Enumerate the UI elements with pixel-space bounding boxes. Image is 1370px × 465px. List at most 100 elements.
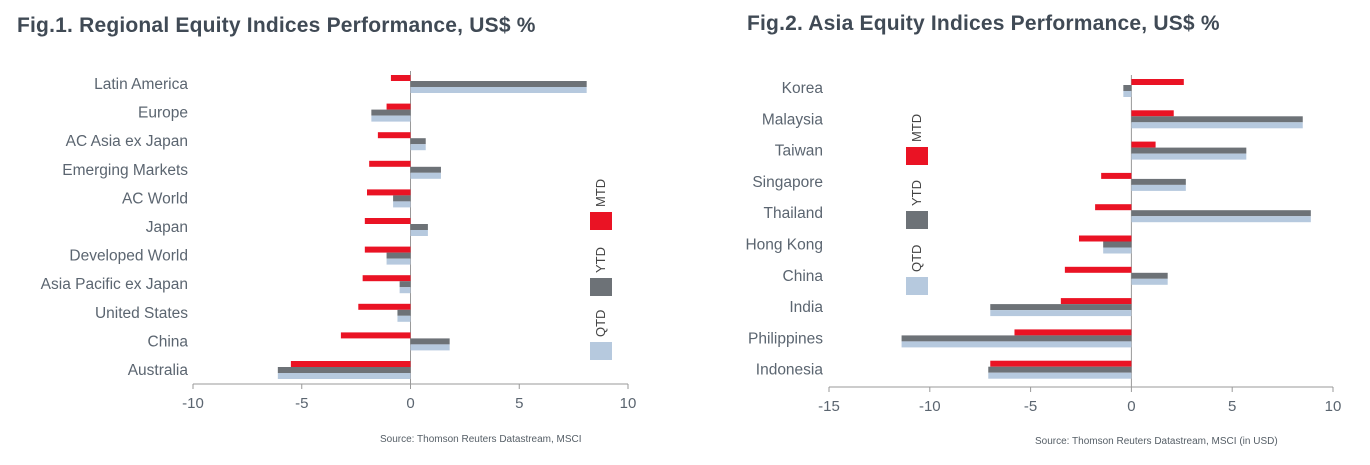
fig2-category-label: Thailand xyxy=(764,205,823,222)
fig2-bar-mtd-indonesia xyxy=(990,360,1132,367)
fig2-category-label: Indonesia xyxy=(756,362,824,379)
fig2-bar-qtd-korea xyxy=(1123,91,1132,97)
fig2-bar-ytd-malaysia xyxy=(1131,116,1303,123)
fig2-category-label: China xyxy=(783,268,824,285)
fig2-legend-swatch-mtd xyxy=(906,147,928,165)
fig2-bar-mtd-thailand xyxy=(1095,204,1132,211)
fig2-bar-qtd-hong-kong xyxy=(1103,247,1132,254)
fig1-bar-qtd-united-states xyxy=(397,315,411,322)
fig2-x-tick-label: 5 xyxy=(1228,398,1236,415)
fig1-bar-qtd-ac-asia-ex-japan xyxy=(410,144,426,151)
fig2-bar-qtd-india xyxy=(990,310,1132,317)
fig1-category-label: Australia xyxy=(128,362,189,379)
fig2-bar-qtd-malaysia xyxy=(1131,122,1303,129)
fig1-category-label: Asia Pacific ex Japan xyxy=(41,276,188,293)
fig1-bar-qtd-japan xyxy=(410,230,428,236)
fig1-bar-qtd-europe xyxy=(371,115,411,122)
fig2-bar-ytd-korea xyxy=(1123,85,1132,91)
fig2-legend-swatch-qtd xyxy=(906,277,928,295)
fig2-category-label: Philippines xyxy=(748,330,823,347)
fig2-bar-ytd-hong-kong xyxy=(1103,241,1132,248)
fig2-bar-mtd-india xyxy=(1060,298,1132,305)
fig1-chart: -10 -5 0 5 10 Latin America Europe AC Asia ex J… xyxy=(41,71,637,412)
fig1-panel: Fig.1. Regional Equity Indices Performan… xyxy=(17,14,637,445)
fig1-category-label: Japan xyxy=(146,219,188,236)
fig1-category-label: China xyxy=(148,333,189,350)
fig2-bar-qtd-thailand xyxy=(1131,216,1311,223)
fig2-bar-mtd-philippines xyxy=(1014,329,1132,336)
fig1-category-label: Europe xyxy=(138,105,188,122)
fig2-legend-swatch-ytd xyxy=(906,211,928,229)
fig1-bar-mtd-asia-pacific-ex-japan xyxy=(362,275,411,282)
fig1-category-label: United States xyxy=(95,305,188,322)
fig1-bar-mtd-emerging-markets xyxy=(369,160,411,167)
fig1-category-label: Emerging Markets xyxy=(62,162,188,179)
fig1-bar-qtd-china xyxy=(410,344,450,351)
fig1-bar-ytd-united-states xyxy=(397,309,411,316)
fig2-title: Fig.2. Asia Equity Indices Performance, … xyxy=(747,12,1220,35)
fig2-legend-label-mtd: MTD xyxy=(909,114,924,142)
fig1-bar-qtd-developed-world xyxy=(386,258,411,265)
fig2-bar-qtd-philippines xyxy=(901,341,1132,348)
fig1-legend-swatch-qtd xyxy=(590,342,612,360)
fig2-bar-mtd-hong-kong xyxy=(1078,235,1132,242)
fig1-bar-mtd-japan xyxy=(364,218,411,224)
fig1-bar-ytd-japan xyxy=(410,224,428,230)
fig2-x-tick-label: 10 xyxy=(1325,398,1342,415)
fig1-title: Fig.1. Regional Equity Indices Performan… xyxy=(17,14,536,37)
fig1-bar-ytd-asia-pacific-ex-japan xyxy=(399,281,411,288)
fig2-category-label: India xyxy=(789,299,823,316)
fig1-x-tick-label: -5 xyxy=(295,395,308,412)
fig2-bar-ytd-philippines xyxy=(901,335,1132,342)
fig1-bar-ytd-australia xyxy=(277,367,411,373)
fig1-legend-label-mtd: MTD xyxy=(593,179,608,207)
fig2-bar-mtd-korea xyxy=(1131,79,1184,85)
fig2-bar-qtd-taiwan xyxy=(1131,153,1247,160)
fig1-category-label: AC World xyxy=(122,190,188,207)
fig2-bar-ytd-thailand xyxy=(1131,210,1311,217)
fig1-legend-swatch-mtd xyxy=(590,212,612,230)
fig1-bar-qtd-ac-world xyxy=(393,201,411,208)
fig1-x-tick-label: 10 xyxy=(620,395,637,412)
fig2-category-label: Hong Kong xyxy=(745,237,823,254)
fig1-bar-mtd-ac-asia-ex-japan xyxy=(377,132,411,139)
fig2-bar-mtd-singapore xyxy=(1101,172,1132,179)
fig1-bar-ytd-europe xyxy=(371,109,411,116)
fig1-bar-ytd-ac-asia-ex-japan xyxy=(410,138,426,145)
fig2-x-tick-label: -5 xyxy=(1024,398,1037,415)
fig2-category-label: Malaysia xyxy=(762,111,824,128)
fig1-bar-mtd-ac-world xyxy=(367,189,411,196)
fig2-legend-label-ytd: YTD xyxy=(909,180,924,206)
fig1-category-label: AC Asia ex Japan xyxy=(66,133,188,150)
fig1-x-tick-label: 0 xyxy=(406,395,414,412)
fig2-legend-label-qtd: QTD xyxy=(909,245,924,272)
fig1-bar-ytd-developed-world xyxy=(386,252,411,259)
fig1-bar-mtd-developed-world xyxy=(364,246,411,253)
fig1-bar-qtd-latin-america xyxy=(410,87,587,93)
fig1-legend-label-ytd: YTD xyxy=(593,247,608,273)
fig2-source: Source: Thomson Reuters Datastream, MSCI… xyxy=(1035,436,1278,447)
fig2-x-tick-label: 0 xyxy=(1127,398,1135,415)
fig2-panel: Fig.2. Asia Equity Indices Performance, … xyxy=(685,0,1370,465)
fig2-x-tick-label: -15 xyxy=(818,398,840,415)
fig2-chart: -15 -10 -5 0 5 10 Korea Malaysia Taiwan Singapore… xyxy=(745,75,1342,415)
fig2-bar-qtd-singapore xyxy=(1131,184,1186,191)
fig1-bar-qtd-australia xyxy=(277,373,411,379)
fig2-bar-ytd-taiwan xyxy=(1131,147,1247,154)
fig2-bar-ytd-singapore xyxy=(1131,178,1186,185)
fig2-bar-mtd-china xyxy=(1064,266,1132,273)
fig1-bar-mtd-europe xyxy=(386,103,411,110)
fig1-bar-ytd-china xyxy=(410,338,450,345)
fig2-bar-ytd-indonesia xyxy=(988,366,1132,373)
fig1-bar-ytd-ac-world xyxy=(393,195,411,202)
fig1-x-tick-label: -10 xyxy=(182,395,204,412)
fig2-bar-ytd-india xyxy=(990,304,1132,311)
fig2-category-label: Singapore xyxy=(752,174,823,191)
fig1-category-label: Latin America xyxy=(94,76,188,93)
fig2-x-tick-label: -10 xyxy=(919,398,941,415)
fig1-bar-qtd-asia-pacific-ex-japan xyxy=(399,287,411,294)
fig1-source: Source: Thomson Reuters Datastream, MSCI xyxy=(380,434,582,445)
fig1-bar-mtd-latin-america xyxy=(390,75,411,81)
fig2-bar-qtd-china xyxy=(1131,278,1168,285)
fig1-bar-qtd-emerging-markets xyxy=(410,172,441,179)
